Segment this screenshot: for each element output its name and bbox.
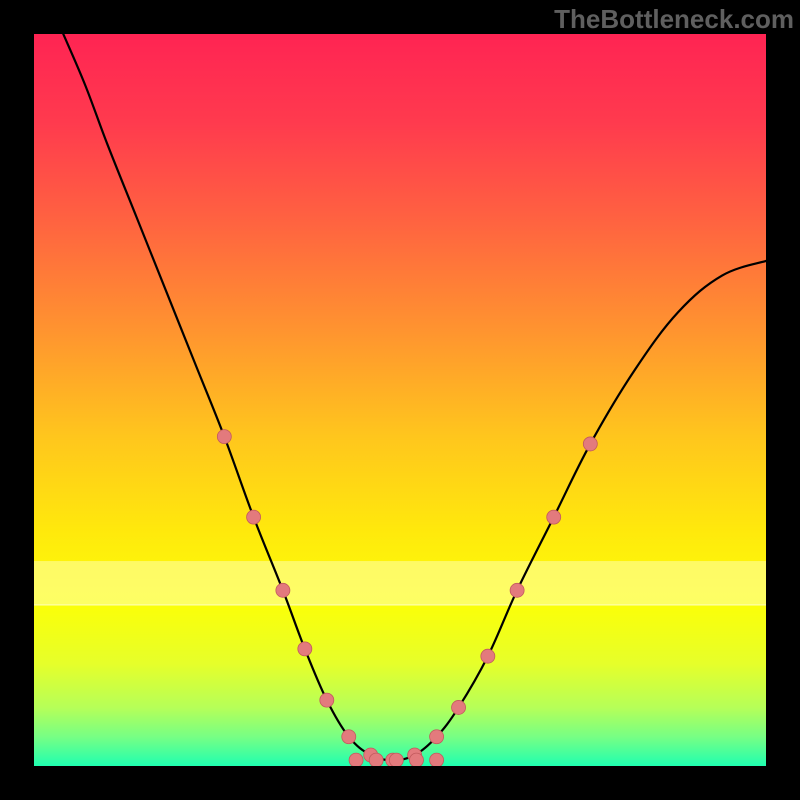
data-marker	[217, 430, 231, 444]
plot-svg	[34, 34, 766, 766]
stage: TheBottleneck.com	[0, 0, 800, 800]
data-marker	[389, 753, 403, 766]
data-marker	[409, 753, 423, 766]
data-marker	[369, 753, 383, 766]
data-marker	[481, 649, 495, 663]
plot-area	[34, 34, 766, 766]
data-marker	[320, 693, 334, 707]
highlight-band	[34, 561, 766, 605]
data-marker	[430, 753, 444, 766]
watermark-text: TheBottleneck.com	[554, 4, 794, 35]
data-marker	[349, 753, 363, 766]
data-marker	[276, 583, 290, 597]
data-marker	[452, 700, 466, 714]
data-marker	[547, 510, 561, 524]
data-marker	[247, 510, 261, 524]
data-marker	[510, 583, 524, 597]
data-marker	[298, 642, 312, 656]
data-marker	[342, 730, 356, 744]
data-marker	[430, 730, 444, 744]
gradient-background	[34, 34, 766, 766]
data-marker	[583, 437, 597, 451]
